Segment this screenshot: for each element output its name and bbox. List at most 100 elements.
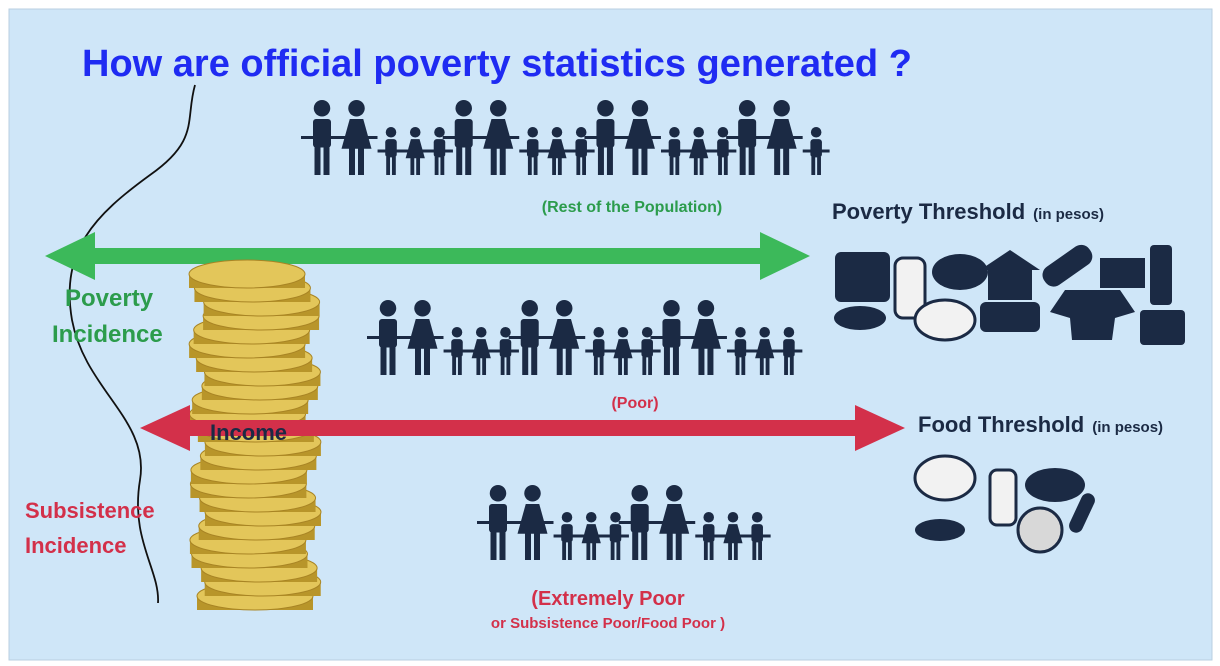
person-leg [323,146,330,175]
person-leg [557,156,562,175]
person-leg [593,356,598,375]
person-leg [499,146,506,175]
person-body [810,139,822,158]
person-head [759,327,770,338]
person-head [475,327,487,338]
person-body [489,503,507,533]
person-leg [576,156,581,175]
icon [1050,290,1135,340]
person-body [702,524,715,543]
person-leg [389,346,396,375]
person-leg [416,156,421,175]
person-leg [709,541,714,560]
person-leg [784,356,788,375]
person-body [581,524,601,544]
person-leg [789,356,794,375]
group-label: (Poor) [611,395,658,412]
person-leg [610,541,615,560]
person-leg [490,146,497,175]
person-head [451,327,463,338]
person-body [641,339,653,358]
group-label: (Extremely Poor [531,588,685,610]
person [577,512,605,560]
person-body [405,139,425,159]
person-head [631,485,648,502]
person-head [409,127,421,138]
person-head [555,300,573,317]
person-head [610,512,621,523]
group-label: (Rest of the Population) [542,199,722,216]
person-head [773,100,790,117]
person-leg [669,156,674,175]
person-body [385,139,397,158]
person-body [520,318,539,348]
incidence-label: Incidence [25,533,126,558]
icon [913,454,977,502]
person-leg [386,156,391,175]
person [367,300,409,375]
title: How are official poverty statistics gene… [82,43,912,85]
person-leg [693,156,698,175]
threshold-name: Poverty Threshold [832,199,1025,224]
threshold-label: Poverty Threshold (in pesos) [832,199,1104,224]
person-leg [733,541,738,560]
arrow-head [45,232,95,280]
icon [980,302,1040,332]
person-head [414,300,431,317]
person [802,127,830,175]
icon [1100,258,1145,288]
person-leg [490,531,497,560]
person-leg [641,531,648,560]
person-head [717,127,729,138]
icon [834,306,886,330]
coin-stack [188,259,322,611]
person-body [766,118,797,149]
person-leg [562,541,567,560]
person-head [810,127,822,138]
person-body [662,318,681,348]
person [695,512,723,560]
person [760,100,803,175]
person-body [313,118,331,148]
person-head [551,127,563,138]
person-body [499,339,512,358]
icon [980,250,1040,270]
person-leg [748,146,755,175]
icon [932,254,988,290]
person-head [489,100,507,117]
person-body [454,118,473,148]
person-body [483,118,514,149]
person-head [703,512,714,523]
person-leg [675,531,682,560]
person [443,327,471,375]
person [726,100,769,175]
person-head [641,327,653,338]
person [661,127,688,175]
person [543,127,571,175]
person [727,327,754,375]
person-leg [759,356,764,375]
person-leg [476,356,481,375]
person-leg [618,356,622,375]
person-leg [599,356,604,375]
person-head [313,100,331,117]
person [775,327,803,375]
person-body [451,339,463,358]
person-head [385,127,397,138]
person-leg [648,356,652,375]
person-leg [586,541,591,560]
person-leg [666,531,673,560]
axis-label: Income [210,420,287,445]
person-leg [632,531,639,560]
person [401,300,444,375]
person [602,512,629,560]
person-head [693,127,704,138]
person-leg [774,146,781,175]
person [743,512,771,560]
person-leg [592,541,597,560]
incidence-label: Subsistence [25,498,155,523]
person-head [575,127,587,138]
person-head [521,300,538,317]
person-leg [456,146,463,175]
person [685,127,713,175]
